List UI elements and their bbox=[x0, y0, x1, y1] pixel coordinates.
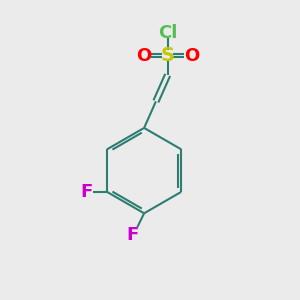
Text: O: O bbox=[184, 47, 200, 65]
Text: F: F bbox=[80, 183, 93, 201]
Text: O: O bbox=[136, 47, 151, 65]
Text: S: S bbox=[161, 46, 175, 65]
Text: Cl: Cl bbox=[158, 24, 177, 42]
Text: F: F bbox=[126, 226, 139, 244]
